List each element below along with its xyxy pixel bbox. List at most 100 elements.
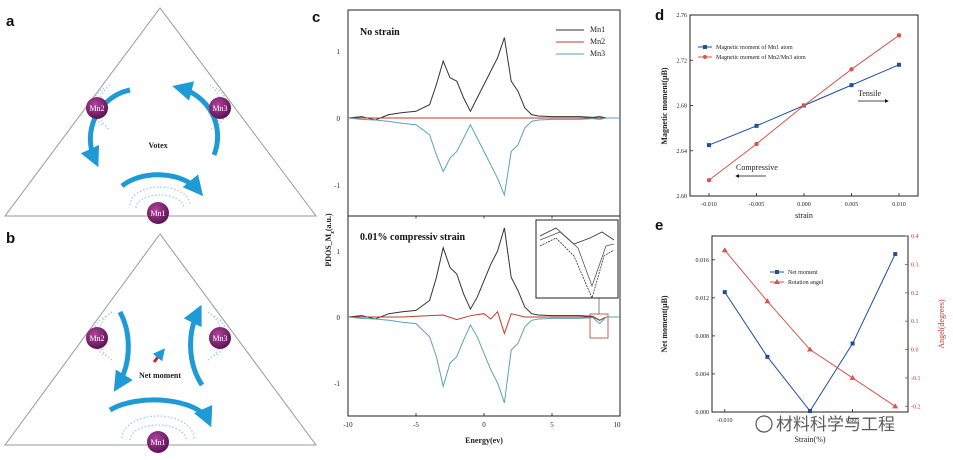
xtick-label: 0 (482, 421, 486, 429)
atom-mn1: Mn1 (147, 431, 169, 453)
compressive-label: Compressive (736, 163, 778, 172)
spin-arrow-icon (183, 304, 205, 387)
series-line-mn1 (347, 227, 620, 321)
vortex-arrow-icon (172, 81, 221, 156)
legend-label: Net moment (788, 270, 818, 276)
triangle-outline (4, 7, 317, 217)
wechat-icon (755, 415, 773, 433)
y2tick-label: 0.0 (911, 348, 919, 354)
pdos-top-frame (347, 9, 621, 217)
y2tick-label: -0.2 (911, 404, 921, 410)
data-point (721, 247, 728, 253)
pdos-inset (535, 219, 619, 339)
y-axis-label: Magnetic moment(μB) (660, 67, 669, 145)
vortex-label: Votex (148, 141, 167, 150)
panel-d-plot (706, 33, 902, 183)
data-point (849, 67, 854, 72)
series-line-mn1 (347, 37, 620, 121)
ytick-label: 1 (337, 48, 341, 56)
y2tick-label: 0.1 (911, 319, 919, 325)
xtick-label: 0.010 (892, 202, 906, 208)
data-point (849, 83, 854, 88)
legend-label: Rotation angel (788, 280, 823, 286)
pdos-bottom-plot (347, 227, 621, 416)
panel-e-legend: Net moment Rotation angel (770, 270, 823, 286)
panel-a-letter: a (6, 13, 15, 30)
data-point (754, 141, 759, 147)
series-line (724, 253, 896, 412)
data-point (893, 252, 898, 257)
atom-label: Mn2 (89, 334, 104, 343)
legend-label: Magnetic moment of Mn2/Mn3 atom (716, 54, 806, 61)
ytick-label: 1 (337, 248, 341, 256)
triangle-outline (4, 233, 317, 446)
watermark: 材料科学与工程 (755, 415, 895, 435)
legend-label: Mn1 (590, 25, 605, 34)
pdos-top-plot (347, 37, 621, 219)
series-line-mn3 (347, 316, 620, 403)
xtick-label: -0.010 (701, 202, 717, 208)
xtick-label: -5 (413, 421, 419, 429)
ytick-label: 2.60 (677, 194, 688, 200)
data-point (754, 123, 759, 128)
atom-mn3: Mn3 (209, 97, 231, 119)
y2tick-label: 0.4 (911, 234, 919, 240)
data-point (765, 354, 770, 359)
data-point (892, 403, 899, 409)
tensile-label: Tensile (858, 89, 881, 98)
data-point (706, 177, 712, 183)
ytick-label: 0.000 (696, 410, 710, 416)
panel-d: d -0.010 -0.005 0.000 0.005 0.010 2.60 2.64 2.6… (655, 7, 919, 220)
panel-e: e 0.0000.0040.0080.0120.016-0.2-0.10.00.… (655, 217, 946, 444)
data-point (897, 62, 901, 67)
panel-e-plot (721, 247, 899, 414)
data-point (764, 298, 771, 304)
data-point (707, 143, 711, 148)
legend-label: Mn3 (590, 49, 605, 58)
compressive-annotation: Compressive (735, 163, 778, 178)
xtick-label: 5 (550, 421, 554, 429)
panel-c: c No strain 0.01% compressiv strain 1 0 … (312, 9, 621, 445)
y-axis-label: PDOS_Mz(a.u.) (324, 213, 336, 267)
spin-arrow-icon (108, 397, 213, 428)
x-axis-label: Strain(%) (794, 435, 825, 444)
net-moment-arrow-icon (152, 348, 165, 363)
atom-label: Mn3 (212, 104, 227, 113)
tensile-annotation: Tensile (858, 89, 889, 103)
data-point (896, 33, 902, 38)
panel-a: a Mn2 Mn3 Mn1 Votex (4, 7, 317, 224)
pdos-bottom-title: 0.01% compressiv strain (360, 232, 466, 243)
data-point (722, 290, 727, 295)
ytick-label: 2.64 (677, 149, 688, 155)
data-point (801, 103, 807, 108)
ytick-label: 0.004 (696, 372, 710, 378)
ytick-label: 0 (337, 314, 341, 322)
ytick-label: -1 (334, 380, 340, 388)
ytick-label: 0.008 (696, 334, 710, 340)
series-line-mn3 (347, 117, 620, 197)
ytick-label: -1 (334, 182, 340, 190)
ytick-label: 0 (337, 115, 341, 123)
x-axis-label: Energy(ev) (465, 436, 503, 445)
atom-label: Mn3 (212, 334, 227, 343)
xtick-label: -10 (343, 421, 353, 429)
pdos-legend: Mn1 Mn2 Mn3 (556, 25, 605, 58)
xtick-label: 0.005 (846, 418, 860, 424)
xtick-label: 0.005 (845, 202, 859, 208)
vortex-arrow-icon (120, 172, 204, 197)
legend-label: Mn2 (590, 37, 605, 46)
atom-mn1: Mn1 (147, 202, 169, 224)
panel-c-letter: c (312, 9, 320, 26)
panel-d-legend: Magnetic moment of Mn1 atom Magnetic mom… (698, 44, 806, 61)
panel-e-axes: 0.000 0.004 0.008 0.012 0.016 -0.2 -0.1 0.0 0.1 0… (696, 234, 921, 424)
ytick-label: 0.016 (696, 258, 710, 264)
y2-axis-label: Angel(degrees) (937, 299, 946, 349)
y-axis-label: Net moment(μB) (660, 295, 669, 353)
panel-b-letter: b (6, 230, 15, 247)
xtick-label: -0.010 (717, 418, 733, 424)
atom-label: Mn2 (89, 104, 104, 113)
xtick-label: -0.005 (749, 202, 765, 208)
ytick-label: 2.76 (677, 13, 688, 19)
data-point (850, 341, 855, 346)
